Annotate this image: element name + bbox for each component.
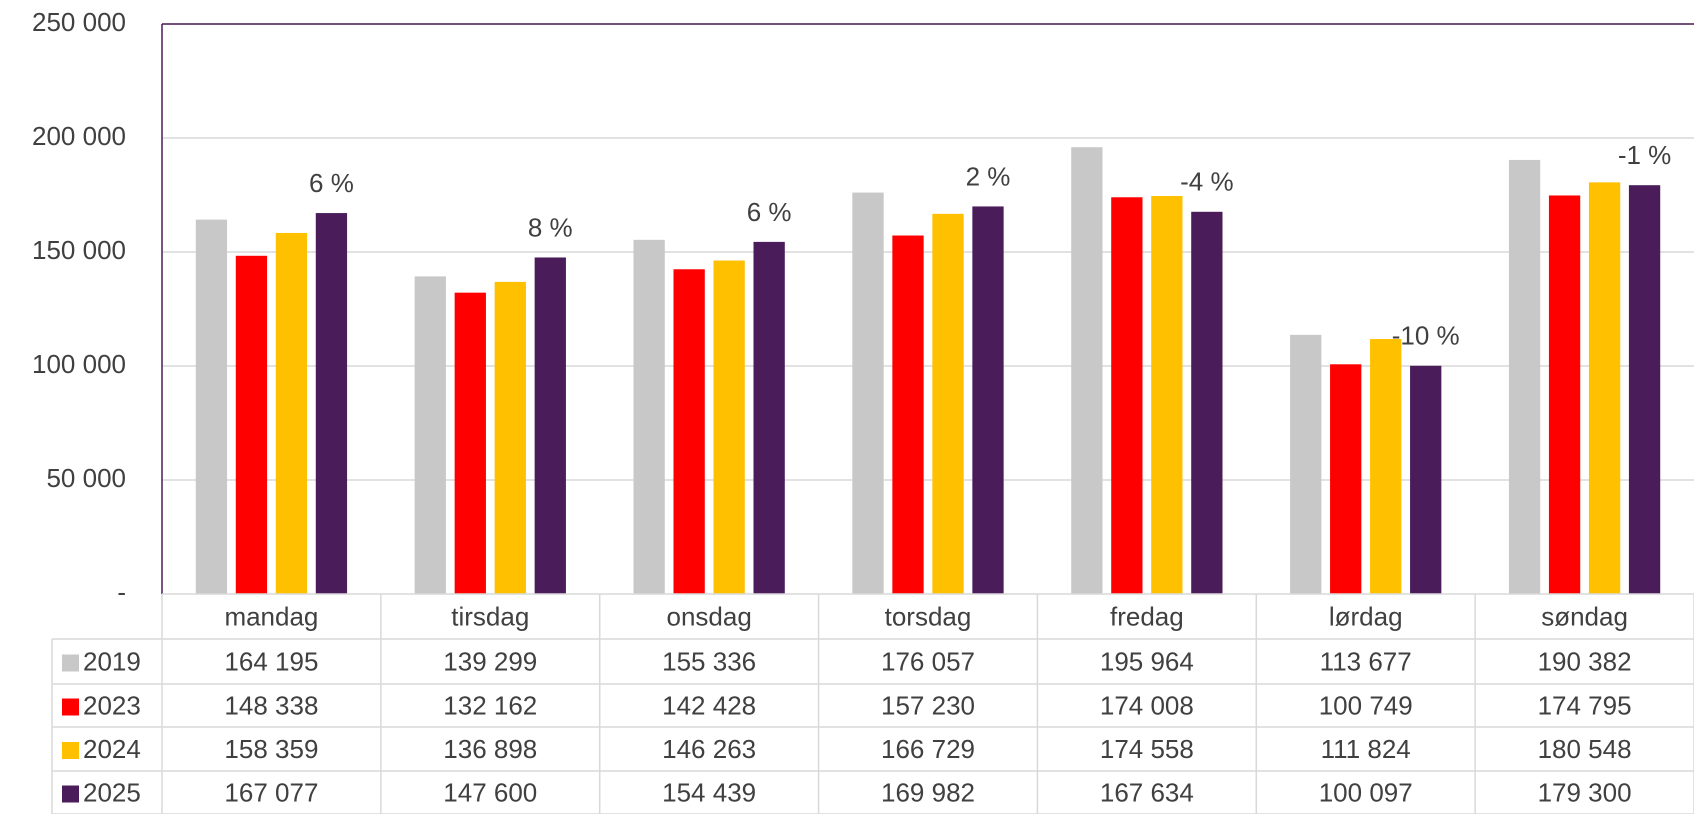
table-value: 111 824 xyxy=(1321,734,1411,764)
table-value: 180 548 xyxy=(1538,734,1632,764)
table-value: 100 097 xyxy=(1319,777,1413,807)
bar xyxy=(315,213,348,594)
bar xyxy=(753,241,785,594)
y-tick-label: 50 000 xyxy=(46,463,126,493)
y-tick-label: 200 000 xyxy=(32,121,126,151)
table-value: 148 338 xyxy=(224,690,318,720)
bar xyxy=(275,232,308,595)
bar xyxy=(713,260,745,594)
x-tick-label: onsdag xyxy=(666,601,751,631)
legend-label: 2019 xyxy=(83,646,141,676)
change-label: 2 % xyxy=(966,161,1011,191)
table-value: 100 749 xyxy=(1319,690,1413,720)
table-value: 139 299 xyxy=(443,646,537,676)
x-tick-label: lørdag xyxy=(1329,601,1403,631)
table-value: 136 898 xyxy=(443,734,537,764)
table-value: 179 300 xyxy=(1538,777,1632,807)
table-value: 169 982 xyxy=(881,777,975,807)
legend-label: 2023 xyxy=(83,690,141,720)
table-value: 166 729 xyxy=(881,734,975,764)
bar xyxy=(1410,365,1442,594)
bar xyxy=(1588,182,1621,594)
bar xyxy=(195,219,228,594)
bar xyxy=(892,235,924,594)
bar xyxy=(1508,159,1541,594)
change-label: 8 % xyxy=(528,212,573,242)
legend-swatch xyxy=(62,742,79,759)
bar xyxy=(1071,147,1103,594)
table-value: 147 600 xyxy=(443,777,537,807)
bar xyxy=(1330,364,1362,594)
legend-swatch xyxy=(62,785,79,803)
table-value: 174 008 xyxy=(1100,690,1194,720)
y-tick-label: 250 000 xyxy=(32,7,126,37)
table-value: 155 336 xyxy=(662,646,756,676)
bar xyxy=(1191,211,1223,594)
bar xyxy=(454,292,486,594)
x-tick-label: torsdag xyxy=(885,601,972,631)
legend-swatch xyxy=(62,698,79,716)
change-label: 6 % xyxy=(747,197,792,227)
change-label: -10 % xyxy=(1392,321,1460,351)
table-value: 176 057 xyxy=(881,646,975,676)
table-value: 174 795 xyxy=(1538,690,1632,720)
bar xyxy=(852,192,884,595)
table-value: 154 439 xyxy=(662,777,756,807)
table-value: 174 558 xyxy=(1100,734,1194,764)
legend-label: 2024 xyxy=(83,734,141,764)
table-value: 167 077 xyxy=(224,777,318,807)
x-tick-label: søndag xyxy=(1541,601,1628,631)
bar xyxy=(932,213,964,594)
bar xyxy=(972,206,1004,594)
legend-label: 2025 xyxy=(83,777,141,807)
bar xyxy=(633,239,665,594)
y-tick-label: 100 000 xyxy=(32,349,126,379)
table-value: 132 162 xyxy=(443,690,537,720)
legend-swatch xyxy=(62,654,79,672)
table-value: 146 263 xyxy=(662,734,756,764)
table-value: 190 382 xyxy=(1538,646,1632,676)
bar xyxy=(1111,197,1143,594)
bar xyxy=(1628,185,1661,595)
bar xyxy=(1548,195,1581,594)
change-label: -4 % xyxy=(1180,167,1233,197)
bar xyxy=(534,257,566,594)
bar xyxy=(1370,339,1402,594)
bar xyxy=(1290,334,1322,594)
y-tick-label: 150 000 xyxy=(32,235,126,265)
table-value: 195 964 xyxy=(1100,646,1194,676)
change-label: 6 % xyxy=(309,168,354,198)
table-value: 167 634 xyxy=(1100,777,1194,807)
change-label: -1 % xyxy=(1618,140,1671,170)
table-value: 157 230 xyxy=(881,690,975,720)
bar xyxy=(1151,196,1183,595)
table-value: 142 428 xyxy=(662,690,756,720)
x-tick-label: mandag xyxy=(224,601,318,631)
x-tick-label: tirsdag xyxy=(451,601,529,631)
table-value: 158 359 xyxy=(224,734,318,764)
bar xyxy=(235,255,268,594)
table-value: 164 195 xyxy=(224,646,318,676)
bar xyxy=(494,281,526,594)
bar xyxy=(673,269,705,594)
bar xyxy=(414,276,446,594)
table-value: 113 677 xyxy=(1320,646,1412,676)
x-tick-label: fredag xyxy=(1110,601,1184,631)
y-tick-label: - xyxy=(117,577,126,607)
